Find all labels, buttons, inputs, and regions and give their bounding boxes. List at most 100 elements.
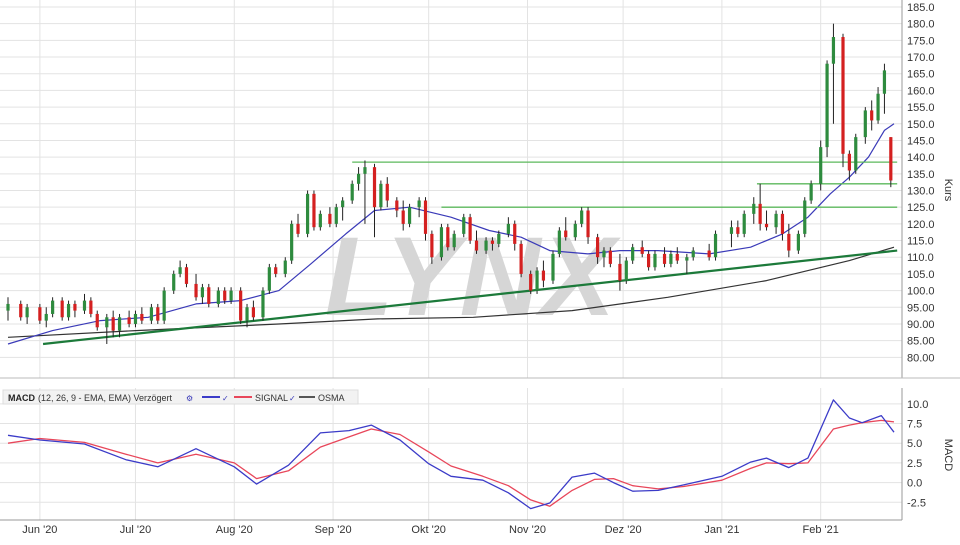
- candlestick: [200, 283, 205, 304]
- candlestick: [535, 267, 539, 294]
- price-y-tick: 165.0: [907, 69, 935, 81]
- candle-body: [156, 307, 160, 321]
- candle-body: [529, 273, 533, 291]
- candle-body: [149, 307, 154, 321]
- price-y-tick: 130.0: [907, 186, 935, 198]
- candlestick: [462, 213, 466, 238]
- candlestick: [675, 247, 679, 264]
- candle-body: [162, 290, 166, 321]
- candle-body: [251, 307, 256, 318]
- candlestick: [446, 223, 450, 251]
- candlestick: [653, 250, 657, 271]
- price-y-tick: 140.0: [907, 152, 935, 164]
- candle-body: [863, 110, 867, 138]
- candle-body: [586, 210, 590, 238]
- candle-body: [51, 300, 55, 314]
- candlestick: [184, 263, 189, 288]
- candlestick: [117, 313, 122, 338]
- candlestick: [484, 237, 488, 254]
- settings-icon[interactable]: ⚙: [186, 394, 193, 403]
- candlestick: [379, 180, 383, 211]
- macd-y-tick: 0.0: [907, 478, 922, 490]
- candle-body: [105, 317, 109, 328]
- macd-axis-label: MACD: [942, 439, 954, 471]
- candle-body: [675, 253, 679, 261]
- candlestick: [529, 270, 533, 294]
- price-axis-label: Kurs: [942, 179, 954, 202]
- candlestick: [513, 220, 517, 251]
- candle-body: [809, 183, 813, 201]
- candle-body: [640, 247, 644, 254]
- candlestick: [809, 180, 813, 204]
- candlestick: [474, 230, 479, 254]
- candlestick: [854, 133, 858, 174]
- candle-body: [870, 110, 874, 121]
- candle-body: [462, 217, 466, 234]
- candlestick: [573, 220, 577, 241]
- candle-body: [752, 203, 756, 214]
- candle-body: [417, 200, 421, 208]
- candlestick: [274, 263, 278, 278]
- candlestick: [729, 220, 734, 248]
- candle-body: [841, 37, 845, 154]
- candle-body: [618, 263, 622, 281]
- candlestick: [350, 180, 354, 204]
- candlestick: [662, 247, 667, 268]
- candlestick: [825, 60, 829, 158]
- candle-body: [736, 227, 740, 234]
- checkmark-icon[interactable]: ✓: [222, 394, 229, 403]
- candle-body: [296, 223, 300, 234]
- candle-body: [178, 267, 182, 274]
- candlestick: [341, 197, 345, 221]
- candle-body: [446, 227, 450, 248]
- candle-body: [89, 300, 93, 314]
- checkmark-icon[interactable]: ✓: [289, 394, 296, 403]
- candle-body: [73, 303, 77, 311]
- candlestick: [245, 303, 249, 328]
- macd-y-tick: 5.0: [907, 438, 922, 450]
- candlestick: [564, 217, 568, 241]
- candlestick: [401, 200, 405, 231]
- candle-body: [6, 303, 10, 311]
- x-tick-label: Nov '20: [509, 524, 546, 536]
- candle-body: [713, 233, 718, 258]
- candlestick: [216, 287, 220, 308]
- price-y-tick: 90.00: [907, 319, 935, 331]
- candlestick: [318, 210, 322, 231]
- candlestick: [602, 247, 606, 268]
- candlestick: [223, 287, 227, 304]
- candle-body: [573, 223, 577, 238]
- macd-y-tick-labels: -2.5 0.0 2.5 5.0 7.5 10.0: [907, 399, 928, 509]
- candle-body: [423, 200, 428, 234]
- candle-body: [787, 233, 791, 251]
- candlestick: [870, 100, 874, 131]
- x-tick-label: Okt '20: [411, 524, 446, 536]
- candlestick: [742, 210, 746, 238]
- candle-body: [184, 267, 189, 284]
- price-y-tick: 170.0: [907, 52, 935, 64]
- candle-body: [379, 183, 383, 208]
- candle-body: [60, 300, 64, 318]
- candlestick: [296, 213, 300, 238]
- candlestick: [557, 227, 561, 258]
- support-trendline: [42, 249, 898, 346]
- price-y-tick: 175.0: [907, 35, 935, 47]
- candlestick: [831, 23, 836, 124]
- signal-line: [7, 419, 895, 507]
- x-tick-label: Jan '21: [704, 524, 739, 536]
- candle-body: [780, 213, 785, 234]
- x-tick-label: Sep '20: [315, 524, 352, 536]
- candlestick: [239, 287, 243, 324]
- candlestick: [841, 33, 845, 168]
- candlestick: [468, 213, 472, 244]
- candle-body: [283, 260, 287, 274]
- price-y-tick: 155.0: [907, 102, 935, 114]
- candle-body: [127, 317, 131, 324]
- candlestick: [882, 63, 887, 114]
- candle-body: [25, 307, 29, 318]
- price-y-tick: 145.0: [907, 135, 935, 147]
- candlestick: [73, 300, 77, 318]
- candle-body: [267, 267, 271, 291]
- lynx-watermark: LYNX: [325, 214, 622, 339]
